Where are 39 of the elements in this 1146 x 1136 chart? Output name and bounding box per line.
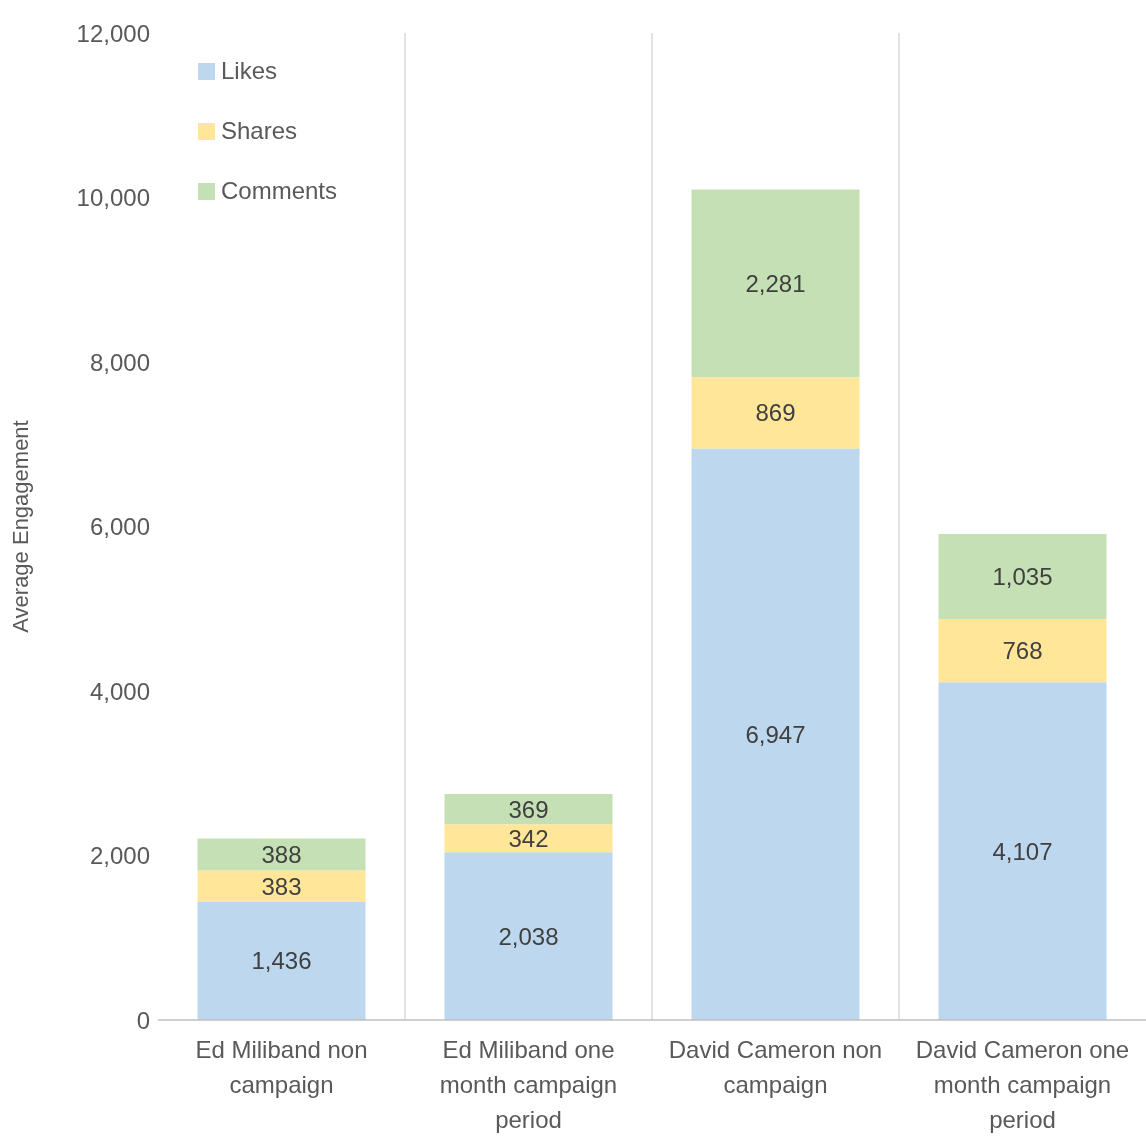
data-label: 369 bbox=[508, 795, 549, 823]
y-tick-label: 12,000 bbox=[76, 19, 150, 47]
bar bbox=[938, 619, 1107, 683]
y-tick-label: 8,000 bbox=[89, 348, 150, 376]
legend-label: Comments bbox=[221, 177, 338, 205]
data-label: 383 bbox=[261, 872, 302, 900]
data-label: 388 bbox=[261, 840, 302, 868]
bar bbox=[444, 852, 613, 1020]
legend-label: Likes bbox=[221, 57, 278, 85]
bar bbox=[444, 824, 613, 853]
x-tick-label: David Cameron non campaign bbox=[668, 1036, 883, 1098]
bar bbox=[197, 870, 366, 902]
bar bbox=[938, 533, 1107, 620]
data-label: 2,038 bbox=[498, 922, 559, 950]
x-tick-label: Ed Miliband non campaign bbox=[195, 1036, 368, 1098]
bar bbox=[691, 189, 860, 378]
data-label: 342 bbox=[508, 824, 549, 852]
data-label: 768 bbox=[1002, 637, 1043, 665]
y-axis-title: Average Engagement bbox=[7, 420, 33, 633]
bar bbox=[444, 793, 613, 825]
data-label: 1,035 bbox=[992, 562, 1053, 590]
bar bbox=[938, 682, 1107, 1020]
data-label: 869 bbox=[755, 399, 796, 427]
y-tick-label: 6,000 bbox=[89, 513, 150, 541]
legend-label: Shares bbox=[221, 117, 298, 145]
y-tick-label: 0 bbox=[136, 1006, 150, 1034]
y-tick-label: 4,000 bbox=[89, 677, 150, 705]
x-tick-label: David Cameron one month campaign period bbox=[915, 1036, 1130, 1133]
data-label: 6,947 bbox=[745, 720, 806, 748]
bar bbox=[197, 901, 366, 1020]
data-label: 4,107 bbox=[992, 837, 1053, 865]
bar bbox=[691, 377, 860, 449]
data-label: 1,436 bbox=[251, 947, 312, 975]
data-label: 2,281 bbox=[745, 269, 806, 297]
bar bbox=[197, 838, 366, 871]
bar bbox=[691, 448, 860, 1020]
y-tick-label: 10,000 bbox=[76, 184, 150, 212]
x-tick-label: Ed Miliband one month campaign period bbox=[439, 1036, 618, 1133]
y-tick-label: 2,000 bbox=[89, 842, 150, 870]
